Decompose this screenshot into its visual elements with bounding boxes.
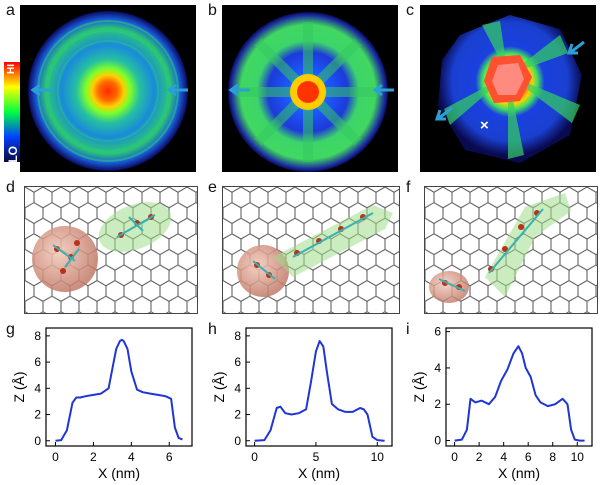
x-tick-label-g-2: 4 bbox=[128, 450, 135, 464]
panel-label-b: b bbox=[208, 2, 217, 19]
arrow-icon bbox=[166, 84, 188, 96]
x-tick-label-h-1: 5 bbox=[313, 450, 320, 464]
panel-label-e: e bbox=[208, 179, 217, 196]
arrow-icon bbox=[228, 84, 250, 96]
arrow-icon bbox=[372, 84, 394, 96]
x-tick-label-i-5: 10 bbox=[571, 450, 585, 464]
molecule-model-f bbox=[424, 186, 598, 314]
y-axis-label-h: Z (Å) bbox=[211, 371, 227, 402]
plot-frame-g bbox=[45, 327, 193, 447]
y-tick-label-h-4: 8 bbox=[234, 329, 241, 343]
molecule-model-d-graphic bbox=[25, 187, 197, 313]
y-tick-label-g-2: 4 bbox=[34, 381, 41, 395]
y-tick-label-i-1: 2 bbox=[434, 397, 441, 411]
x-axis-label-i: X (nm) bbox=[498, 465, 540, 481]
x-tick-label-i-4: 8 bbox=[549, 450, 556, 464]
stm-image-c-graphic bbox=[420, 5, 596, 172]
panel-label-h: h bbox=[208, 321, 217, 338]
stm-image-b bbox=[222, 5, 398, 172]
height-profile-line-i bbox=[454, 345, 585, 442]
y-tick-label-i-3: 6 bbox=[434, 325, 441, 339]
arrow-icon bbox=[434, 106, 453, 121]
y-tick-label-g-3: 6 bbox=[34, 355, 41, 369]
line-plot-g: 0 2 4 6 0 2 4 6 8 X (nm) Z (Å) bbox=[11, 327, 193, 481]
panel-label-c: c bbox=[406, 2, 414, 19]
line-plot-h: 0 5 10 0 2 4 6 8 X (nm) Z (Å) bbox=[211, 327, 393, 481]
x-tick-label-g-3: 6 bbox=[166, 450, 173, 464]
y-tick-label-g-1: 2 bbox=[34, 408, 41, 422]
x-tick-label-i-0: 0 bbox=[451, 450, 458, 464]
x-axis-label-g: X (nm) bbox=[98, 465, 140, 481]
plot-frame-i bbox=[445, 327, 593, 447]
colorbar-graphic bbox=[4, 62, 20, 162]
y-tick-label-i-2: 4 bbox=[434, 361, 441, 375]
panel-label-i: i bbox=[406, 321, 410, 338]
arrow-icon bbox=[566, 40, 585, 55]
height-profile-line-h bbox=[254, 340, 385, 442]
y-tick-label-h-1: 2 bbox=[234, 408, 241, 422]
y-tick-label-i-0: 0 bbox=[434, 434, 441, 448]
x-tick-label-g-0: 0 bbox=[52, 450, 59, 464]
x-tick-label-i-3: 6 bbox=[525, 450, 532, 464]
colorbar bbox=[4, 62, 20, 162]
x-tick-label-g-1: 2 bbox=[90, 450, 97, 464]
molecule-model-f-graphic bbox=[425, 187, 597, 313]
panel-label-d: d bbox=[6, 179, 15, 196]
colorbar-high-label: HI bbox=[6, 64, 17, 74]
molecule-model-e bbox=[222, 186, 400, 314]
x-tick-label-i-2: 4 bbox=[500, 450, 507, 464]
marker-x: × bbox=[480, 117, 489, 134]
arrow-icon bbox=[30, 84, 52, 96]
x-tick-label-h-2: 10 bbox=[371, 450, 385, 464]
y-axis-label-i: Z (Å) bbox=[411, 371, 427, 402]
panel-label-g: g bbox=[6, 321, 15, 338]
y-tick-label-h-0: 0 bbox=[234, 434, 241, 448]
panel-label-f: f bbox=[406, 179, 411, 196]
x-tick-label-h-0: 0 bbox=[251, 450, 258, 464]
y-axis-label-g: Z (Å) bbox=[11, 371, 27, 402]
plot-frame-h bbox=[245, 327, 393, 447]
molecule-model-e-graphic bbox=[223, 187, 399, 313]
panel-label-a: a bbox=[6, 2, 15, 19]
height-profile-line-g bbox=[55, 338, 183, 442]
stm-image-b-graphic bbox=[222, 5, 398, 172]
x-tick-label-i-1: 2 bbox=[476, 450, 483, 464]
molecule-model-d bbox=[24, 186, 198, 314]
y-tick-label-g-4: 8 bbox=[34, 329, 41, 343]
x-axis-label-h: X (nm) bbox=[298, 465, 340, 481]
y-tick-label-h-3: 6 bbox=[234, 355, 241, 369]
stm-image-c bbox=[420, 5, 596, 172]
y-tick-label-h-2: 4 bbox=[234, 381, 241, 395]
colorbar-low-label: LO bbox=[6, 146, 20, 163]
y-tick-label-g-0: 0 bbox=[34, 434, 41, 448]
